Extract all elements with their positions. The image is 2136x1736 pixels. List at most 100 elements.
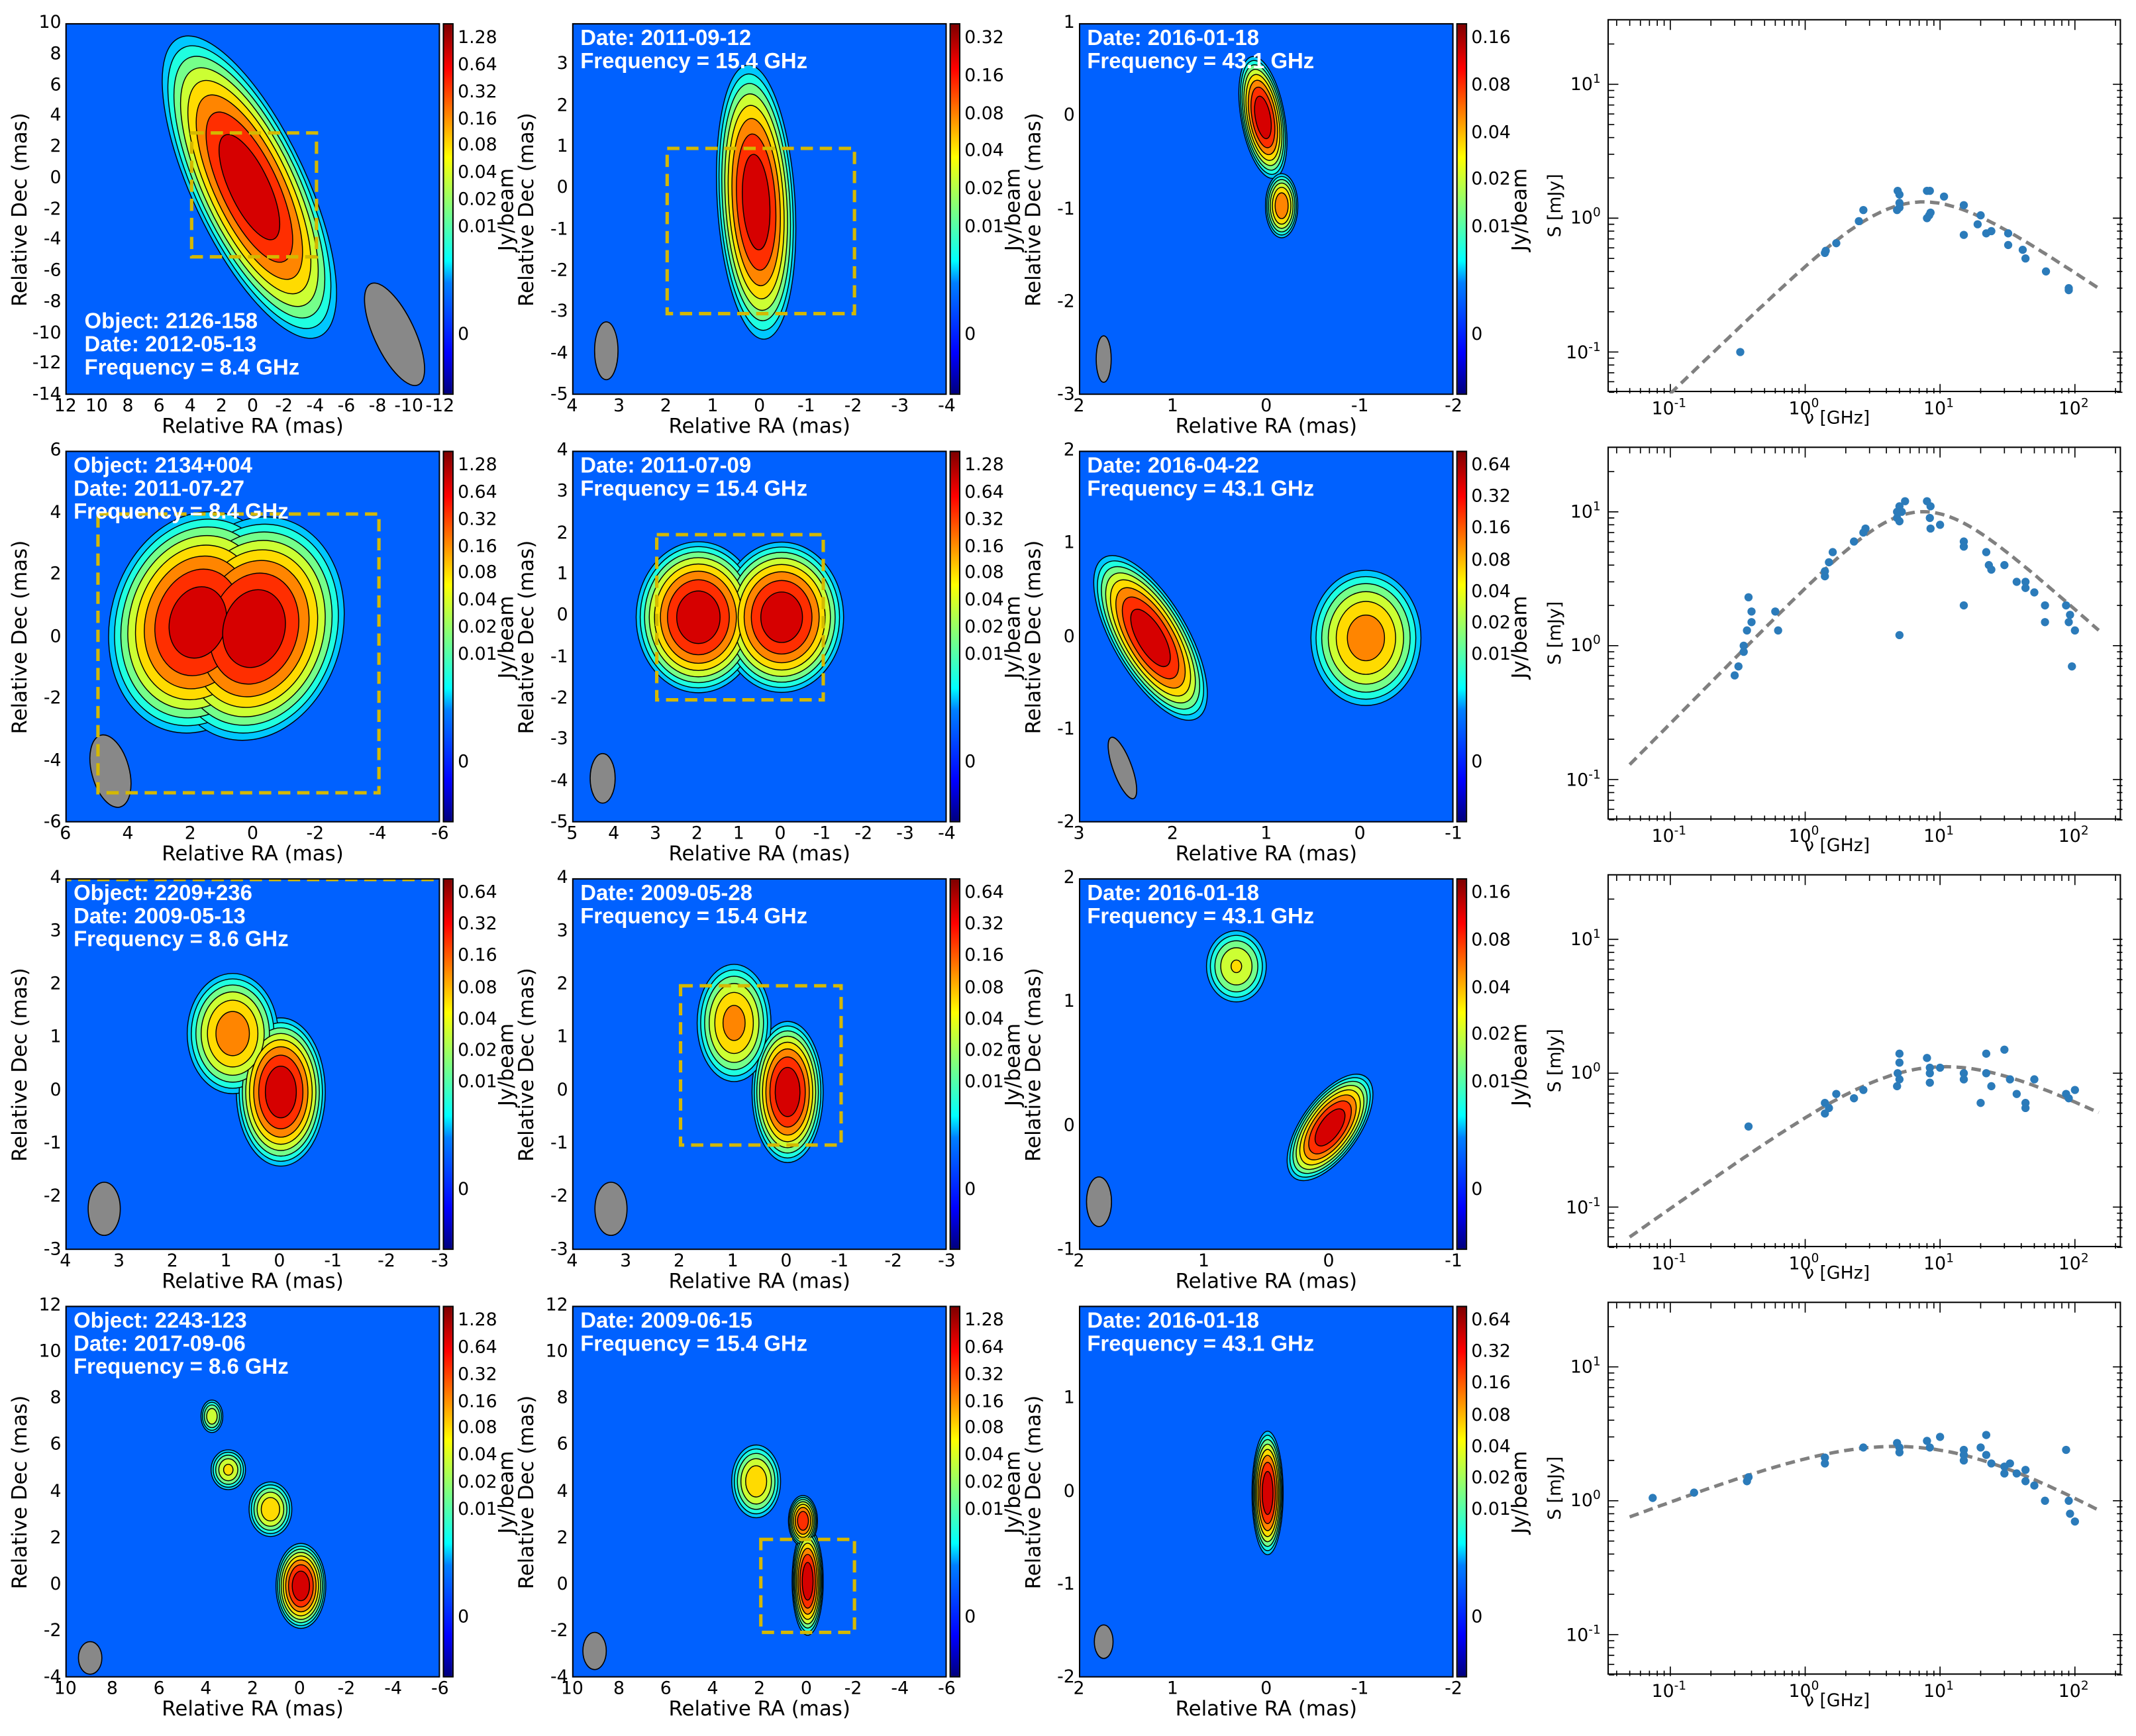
- colorbar-tick-label: 0.01: [458, 1072, 497, 1093]
- contour-level: [1252, 95, 1274, 140]
- beam-ellipse: [595, 322, 618, 380]
- x-tick-label: 4: [707, 1678, 719, 1700]
- x-tick-label: 100: [1788, 1680, 1819, 1703]
- y-tick-label: -2: [43, 1186, 62, 1207]
- data-point: [2012, 1469, 2021, 1478]
- colorbar-tick-label: 0.08: [964, 1418, 1004, 1439]
- beam: [83, 731, 138, 812]
- x-tick-label: -4: [384, 1678, 402, 1700]
- data-point: [2030, 588, 2039, 597]
- annotation-line: Object: 2209+236: [74, 882, 252, 906]
- data-point: [1959, 542, 1968, 551]
- data-point: [1744, 593, 1753, 601]
- data-point: [1821, 567, 1829, 576]
- annotation-line: Frequency = 15.4 GHz: [580, 478, 808, 501]
- sed-canvas: [1609, 1303, 2123, 1676]
- contour-level: [761, 592, 803, 642]
- y-tick-label: -1: [550, 219, 568, 240]
- data-point: [1982, 1431, 1991, 1439]
- x-tick-label: 0: [1354, 823, 1366, 844]
- radio-map-panel: [572, 1305, 947, 1678]
- y-tick-label: -4: [550, 1667, 568, 1688]
- data-point: [2064, 1496, 2073, 1506]
- colorbar-tick-label: 0.32: [1471, 1342, 1511, 1362]
- colorbar-tick-label: 0: [964, 1180, 976, 1201]
- data-point: [1747, 618, 1756, 627]
- y-tick-label: -4: [550, 343, 568, 364]
- data-point: [1987, 1459, 1996, 1468]
- map-annotation: Date: 2016-04-22 Frequency = 43.1 GHz: [1087, 455, 1314, 501]
- data-point: [1739, 647, 1748, 656]
- y-tick-label: 2: [556, 974, 568, 995]
- tick-exponent: 1: [1592, 1355, 1601, 1370]
- colorbar: [1456, 878, 1468, 1251]
- radio-map-panel: [65, 450, 440, 823]
- y-tick-label: 10-1: [1566, 768, 1601, 791]
- y-tick-label: -4: [550, 770, 568, 791]
- radio-map-panel: [1078, 878, 1454, 1251]
- data-point: [1855, 217, 1863, 226]
- contour-level: [802, 1562, 813, 1600]
- data-point: [2004, 229, 2013, 238]
- data-point: [1893, 1082, 1902, 1091]
- tick-exponent: 1: [1946, 1252, 1954, 1266]
- map-image: [1080, 25, 1452, 394]
- data-point: [1901, 497, 1909, 505]
- colorbar-tick-label: 0.64: [458, 1337, 497, 1358]
- data-point: [1821, 246, 1830, 255]
- y-tick-label: -3: [43, 1239, 62, 1260]
- y-tick-label: 6: [556, 1435, 568, 1456]
- tick-exponent: -1: [1674, 825, 1687, 839]
- annotation-line: Date: 2011-07-27: [74, 478, 245, 501]
- x-tick-label: 0: [774, 823, 786, 844]
- contour-level: [261, 1498, 280, 1521]
- data-point: [1982, 1451, 1991, 1459]
- x-tick-label: -6: [938, 1678, 956, 1700]
- x-tick-label: 0: [1260, 396, 1272, 417]
- annotation-line: Date: 2016-01-18: [1087, 27, 1260, 51]
- colorbar-tick-label: 0.02: [458, 190, 497, 211]
- x-tick-label: 10-1: [1651, 397, 1687, 420]
- y-tick-label: 1: [1063, 533, 1075, 554]
- contour-level: [1262, 1472, 1273, 1515]
- x-tick-label: -3: [896, 823, 914, 844]
- y-tick-label: 2: [50, 974, 62, 995]
- y-tick-label: 10-1: [1566, 1196, 1601, 1219]
- contour-level: [207, 1409, 217, 1425]
- beam: [1086, 1177, 1111, 1227]
- data-point: [1959, 230, 1968, 239]
- x-tick-label: 100: [1788, 1252, 1819, 1275]
- x-tick-label: -12: [425, 396, 455, 417]
- colorbar-tick-label: 0.64: [458, 882, 497, 903]
- contour: [802, 1562, 813, 1600]
- tick-exponent: 2: [2080, 825, 2089, 839]
- colorbar-tick-label: 0.02: [1471, 613, 1511, 634]
- x-tick-label: 4: [566, 1251, 578, 1272]
- colorbar-tick-label: 0.08: [1471, 550, 1511, 571]
- x-axis-label: Relative RA (mas): [162, 1268, 344, 1294]
- y-tick-label: 1: [1063, 992, 1075, 1013]
- annotation-line: Object: 2243-123: [74, 1309, 247, 1333]
- colorbar-tick-label: 0.16: [964, 1392, 1004, 1412]
- y-tick-label: -2: [550, 1186, 568, 1207]
- colorbar: [949, 23, 961, 395]
- data-point: [1649, 1494, 1657, 1502]
- contour: [214, 583, 294, 675]
- data-point: [2004, 240, 2013, 250]
- contour-level: [216, 1011, 249, 1056]
- colorbar-label: Jy/beam: [1507, 1450, 1532, 1533]
- x-tick-label: 6: [153, 1678, 165, 1700]
- x-tick-label: 0: [247, 823, 259, 844]
- colorbar: [949, 450, 961, 823]
- tick-exponent: -1: [1588, 1196, 1601, 1210]
- colorbar-tick-label: 0.08: [964, 978, 1004, 998]
- y-tick-label: 0: [556, 178, 568, 199]
- beam-ellipse: [88, 1182, 120, 1235]
- data-point: [1976, 1099, 1985, 1107]
- data-point: [1959, 1069, 1968, 1078]
- beam: [595, 322, 618, 380]
- contour: [266, 1066, 297, 1118]
- y-tick-label: -2: [43, 1621, 62, 1641]
- contour-level: [740, 154, 772, 250]
- radio-map-panel: [65, 23, 440, 395]
